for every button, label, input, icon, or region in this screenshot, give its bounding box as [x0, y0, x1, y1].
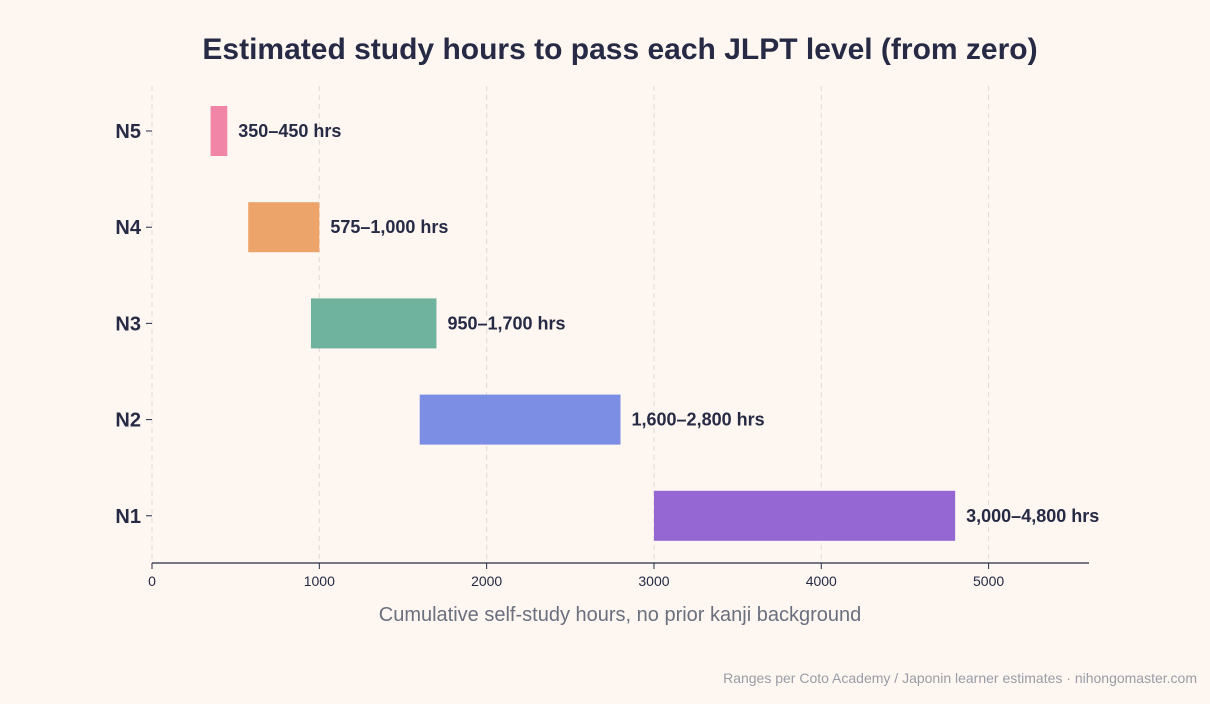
- x-tick-label-5000: 5000: [973, 573, 1004, 589]
- bar-n5: [210, 106, 228, 156]
- bar-label-n5: 350–450 hrs: [238, 121, 341, 141]
- bar-label-n1: 3,000–4,800 hrs: [966, 506, 1099, 526]
- category-label-n2: N2: [115, 410, 141, 432]
- category-label-n4: N4: [115, 217, 141, 239]
- bars-group: 350–450 hrs 575–1,000 hrs 950–1,700 hrs 1,6…: [210, 106, 1099, 541]
- x-tick-label-3000: 3000: [638, 573, 669, 589]
- bar-n1: [653, 490, 956, 541]
- category-label-n3: N3: [115, 313, 141, 335]
- bar-n2: [419, 394, 621, 445]
- x-tick-label-0: 0: [148, 573, 156, 589]
- bar-label-n4: 575–1,000 hrs: [330, 217, 448, 237]
- bar-label-n2: 1,600–2,800 hrs: [632, 410, 765, 430]
- source-note: Ranges per Coto Academy / Japonin learne…: [723, 670, 1197, 686]
- bar-n4: [248, 202, 320, 253]
- x-tick-label-4000: 4000: [806, 573, 837, 589]
- chart-title: Estimated study hours to pass each JLPT …: [202, 33, 1037, 66]
- x-axis-label: Cumulative self-study hours, no prior ka…: [379, 604, 861, 626]
- bar-label-n3: 950–1,700 hrs: [447, 313, 565, 333]
- x-tick-label-2000: 2000: [471, 573, 502, 589]
- x-tick-label-1000: 1000: [304, 573, 335, 589]
- category-label-n1: N1: [115, 506, 141, 528]
- category-label-n5: N5: [115, 121, 141, 143]
- bar-n3: [310, 298, 437, 349]
- axes-group: 0 1000 2000 3000 4000 5000 N5 N4 N3 N2 N1: [115, 121, 1089, 589]
